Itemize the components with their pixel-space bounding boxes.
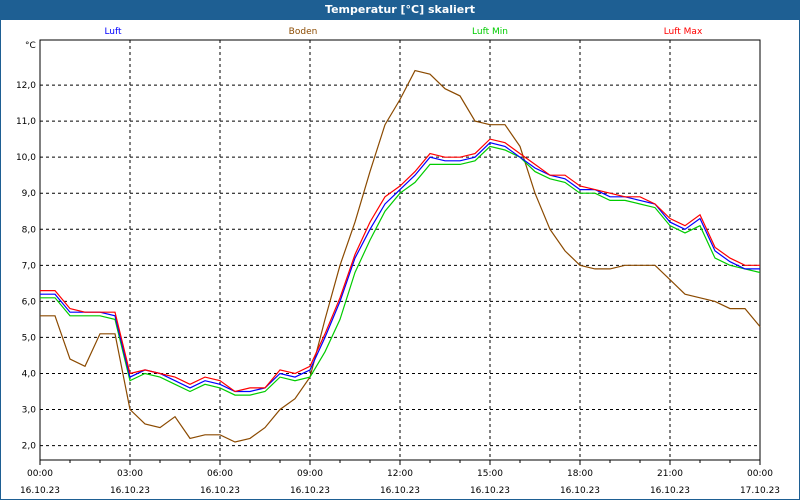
x-tick-date: 16.10.23 — [470, 486, 510, 496]
legend-item-luft: Luft — [104, 27, 122, 37]
y-tick-label: 12,0 — [16, 81, 36, 91]
series-line-boden — [40, 69, 761, 443]
x-tick-date: 16.10.23 — [20, 486, 60, 496]
x-tick-date: 16.10.23 — [650, 486, 690, 496]
x-tick-time: 18:00 — [567, 469, 593, 479]
x-tick-time: 15:00 — [477, 469, 503, 479]
chart-title: Temperatur [°C] skaliert — [325, 3, 475, 16]
legend-item-luft-max: Luft Max — [664, 27, 703, 37]
x-tick-date: 17.10.23 — [740, 486, 780, 496]
legend-item-luft-min: Luft Min — [472, 27, 508, 37]
x-tick-date: 16.10.23 — [560, 486, 600, 496]
y-tick-label: 8,0 — [22, 225, 37, 235]
y-tick-label: 9,0 — [22, 189, 37, 199]
x-tick-time: 00:00 — [747, 469, 773, 479]
y-tick-label: 4,0 — [22, 369, 37, 379]
y-tick-label: 2,0 — [22, 442, 37, 452]
series-line-luft-max — [40, 138, 760, 393]
y-tick-label: 10,0 — [16, 153, 36, 163]
y-axis-unit: °C — [25, 41, 36, 51]
x-tick-date: 16.10.23 — [380, 486, 420, 496]
legend-item-boden: Boden — [289, 27, 318, 37]
plot-area — [39, 39, 761, 461]
y-tick-label: 7,0 — [22, 261, 37, 271]
y-tick-label: 6,0 — [22, 297, 37, 307]
x-tick-time: 06:00 — [207, 469, 233, 479]
y-tick-label: 5,0 — [22, 333, 37, 343]
x-tick-date: 16.10.23 — [200, 486, 240, 496]
x-tick-time: 09:00 — [297, 469, 323, 479]
x-tick-date: 16.10.23 — [290, 486, 330, 496]
x-tick-date: 16.10.23 — [110, 486, 150, 496]
y-tick-label: 3,0 — [22, 406, 37, 416]
x-tick-time: 00:00 — [27, 469, 53, 479]
x-tick-time: 21:00 — [657, 469, 683, 479]
y-tick-label: 11,0 — [16, 117, 36, 127]
x-tick-time: 12:00 — [387, 469, 413, 479]
x-tick-time: 03:00 — [117, 469, 143, 479]
series-line-luft-min — [40, 145, 761, 396]
